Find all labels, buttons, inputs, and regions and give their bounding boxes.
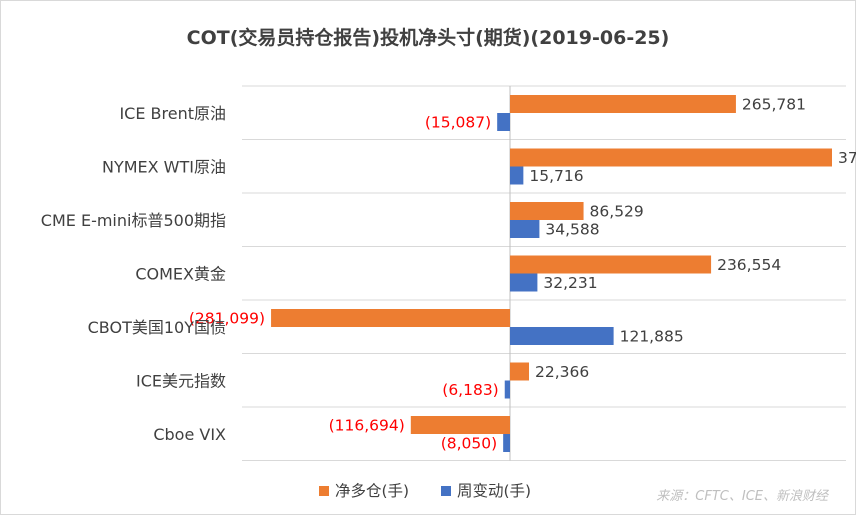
bar-weekly-change	[504, 380, 510, 399]
data-label: 121,885	[620, 328, 684, 346]
data-label: 236,554	[717, 256, 781, 274]
bar-net-long	[410, 416, 510, 434]
category-label: COMEX黄金	[135, 264, 226, 283]
category-labels-group: ICE Brent原油 NYMEX WTI原油 CME E-mini标普500期指 C…	[41, 104, 226, 444]
data-label: 32,231	[543, 274, 597, 292]
bar-net-long	[510, 362, 530, 381]
data-label: (281,099)	[189, 310, 265, 328]
bar-weekly-change	[497, 113, 510, 131]
data-label: 15,716	[529, 167, 583, 185]
data-label: 34,588	[545, 221, 599, 239]
chart-title: COT(交易员持仓报告)投机净头寸(期货)(2019-06-25)	[187, 26, 670, 49]
legend-swatch	[319, 486, 329, 496]
legend: 净多仓(手) 周变动(手)	[319, 482, 531, 500]
bar-weekly-change	[510, 166, 524, 185]
legend-label: 周变动(手)	[457, 482, 531, 500]
category-label: ICE Brent原油	[119, 104, 226, 123]
data-label: (15,087)	[425, 114, 491, 132]
category-label: NYMEX WTI原油	[102, 157, 226, 176]
bar-net-long	[510, 148, 832, 167]
data-label: (116,694)	[329, 417, 405, 435]
bar-net-long	[510, 255, 712, 274]
bar-net-long	[510, 202, 584, 220]
data-labels-group: 265,781 (15,087) 378,803 15,716 86,52934,588…	[189, 96, 856, 453]
bar-weekly-change	[503, 434, 510, 452]
category-label: CME E-mini标普500期指	[41, 211, 226, 230]
legend-swatch	[441, 486, 451, 496]
category-label: CBOT美国10Y国债	[88, 318, 226, 337]
data-label: (8,050)	[441, 435, 497, 453]
legend-label: 净多仓(手)	[335, 482, 409, 500]
data-label: 378,803	[838, 149, 856, 167]
category-label: ICE美元指数	[136, 371, 226, 390]
data-label: 265,781	[742, 96, 806, 114]
bar-weekly-change	[510, 273, 538, 292]
bar-net-long	[271, 309, 510, 327]
category-label: Cboe VIX	[153, 425, 226, 444]
bars-group	[271, 95, 832, 452]
bar-weekly-change	[510, 220, 540, 238]
bar-net-long	[510, 95, 736, 113]
data-label: 22,366	[535, 363, 589, 381]
source-note: 来源：CFTC、ICE、新浪财经	[656, 488, 830, 504]
data-label: (6,183)	[442, 381, 498, 399]
bar-weekly-change	[510, 327, 614, 345]
data-label: 86,529	[590, 203, 644, 221]
